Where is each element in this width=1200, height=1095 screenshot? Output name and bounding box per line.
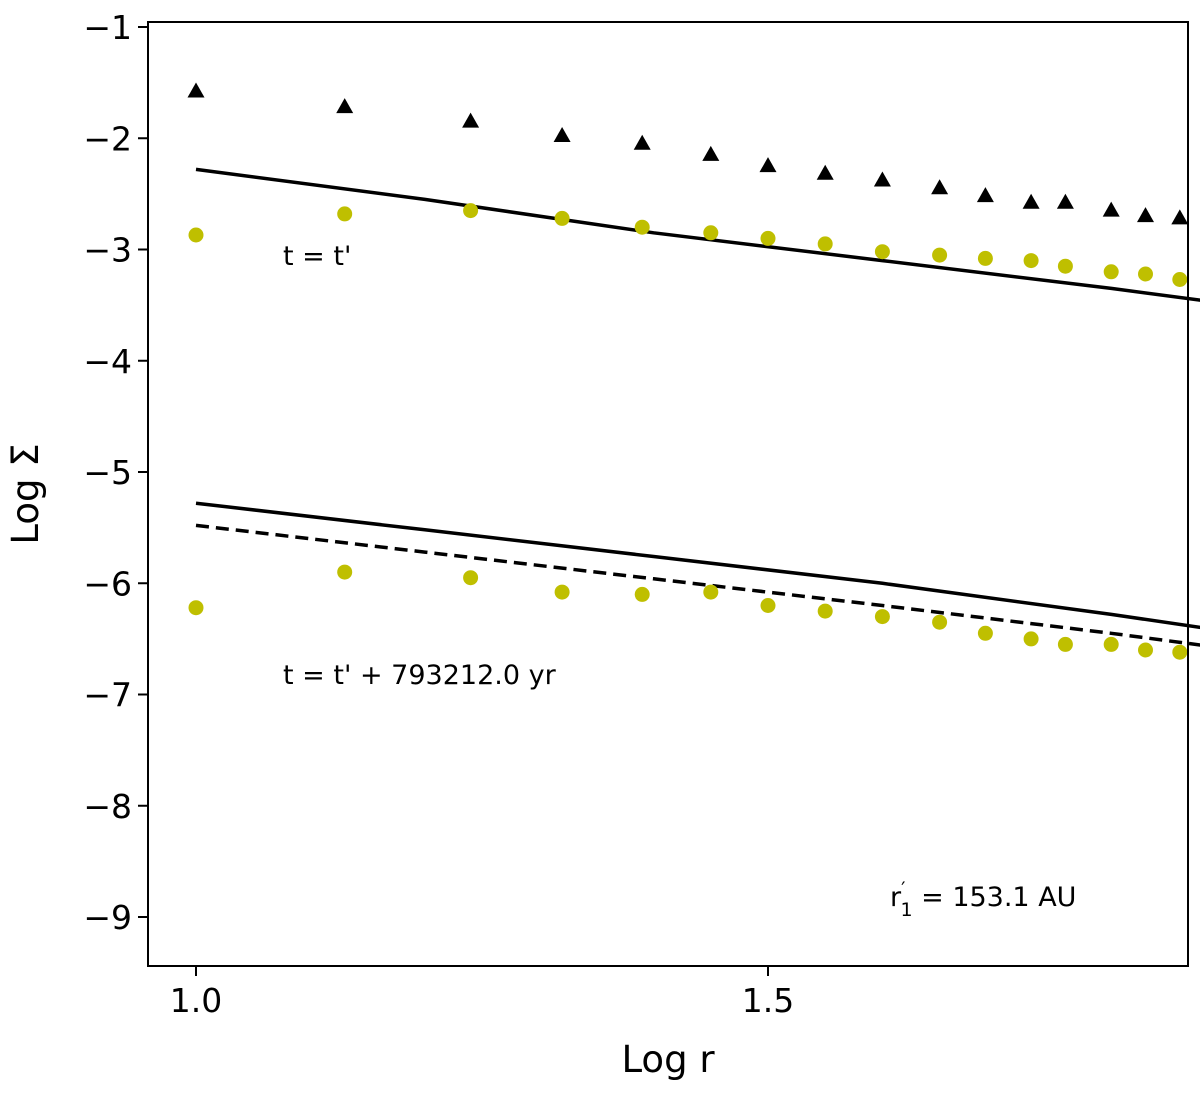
dust-point: [1103, 636, 1119, 652]
y-tick-label: −2: [83, 119, 132, 158]
plot-frame: [147, 21, 1189, 967]
dust-point: [932, 247, 948, 263]
y-tick-label: −3: [83, 231, 132, 270]
dust-point: [977, 250, 993, 266]
triangle-point: [976, 187, 994, 203]
triangle-point: [759, 157, 777, 173]
x-axis-label: Log r: [621, 1038, 715, 1081]
dust-point: [760, 598, 776, 613]
triangle-point: [187, 82, 205, 98]
model-line: [195, 501, 1200, 630]
upper-time-label: t = t': [283, 241, 351, 272]
dust-point: [817, 603, 833, 619]
triangle-point: [1137, 207, 1154, 223]
dust-point: [760, 230, 776, 246]
dust-point: [463, 203, 479, 219]
dust-point: [932, 614, 948, 630]
dust-point: [1057, 258, 1073, 274]
triangle-point: [1102, 201, 1120, 217]
radius-marker-label: r′ 1 = 153.1 AU: [890, 878, 1076, 921]
y-axis-label: Log Σ: [4, 443, 47, 544]
dust-point: [554, 584, 570, 600]
dust-point: [1023, 253, 1039, 269]
triangle-point: [702, 145, 720, 161]
dust-point: [817, 236, 833, 252]
triangle-point: [633, 134, 651, 150]
model-line: [195, 523, 1200, 647]
y-tick-label: −4: [83, 342, 132, 381]
y-tick-label: −5: [83, 453, 132, 492]
dust-point: [874, 609, 890, 625]
triangle-point: [816, 164, 834, 180]
dust-point: [188, 600, 204, 616]
dust-point: [1172, 644, 1188, 660]
triangle-point: [336, 98, 354, 114]
triangle-point: [931, 179, 949, 195]
axis-ticks: 1.01.52.02.5−1−2−3−4−5−6−7−8−9: [83, 8, 794, 1020]
dust-point: [188, 227, 204, 243]
x-tick-label: 1.0: [170, 981, 222, 1020]
triangle-point: [1022, 193, 1040, 209]
lower-time-label: t = t' + 793212.0 yr: [283, 660, 557, 691]
radius-marker-label-value: = 153.1 AU: [913, 882, 1077, 913]
dust-point: [1172, 272, 1188, 287]
dust-point: [703, 584, 719, 600]
x-tick-label: 1.5: [742, 981, 794, 1020]
dust-point: [337, 206, 353, 222]
y-tick-label: −1: [83, 8, 132, 47]
dust-point: [634, 219, 650, 235]
dust-point: [977, 625, 993, 641]
triangle-point: [1056, 193, 1074, 209]
triangle-point: [1171, 209, 1189, 225]
dust-point: [634, 586, 650, 602]
dust-point: [1103, 264, 1119, 280]
triangle-point: [462, 112, 480, 128]
dust-point: [874, 244, 890, 260]
radius-marker-label-subscript: 1: [900, 899, 912, 921]
dust-point: [1057, 636, 1073, 652]
y-tick-label: −9: [83, 898, 132, 937]
triangle-point: [873, 171, 891, 187]
dust-point: [554, 210, 570, 226]
dust-point: [1138, 642, 1153, 658]
dust-point: [1138, 266, 1153, 282]
y-tick-label: −8: [83, 787, 132, 826]
radius-marker-label-r: r: [890, 882, 902, 913]
radius-marker-label-prime: ′: [901, 878, 905, 900]
dust-point: [337, 564, 353, 580]
y-tick-label: −7: [83, 676, 132, 715]
dust-point: [703, 225, 719, 241]
dust-point: [463, 570, 479, 586]
data-points: [187, 82, 1189, 660]
model-lines: [195, 167, 1200, 647]
model-line: [195, 167, 1200, 302]
triangle-point: [553, 127, 571, 142]
dust-point: [1023, 631, 1039, 647]
y-tick-label: −6: [83, 564, 132, 603]
